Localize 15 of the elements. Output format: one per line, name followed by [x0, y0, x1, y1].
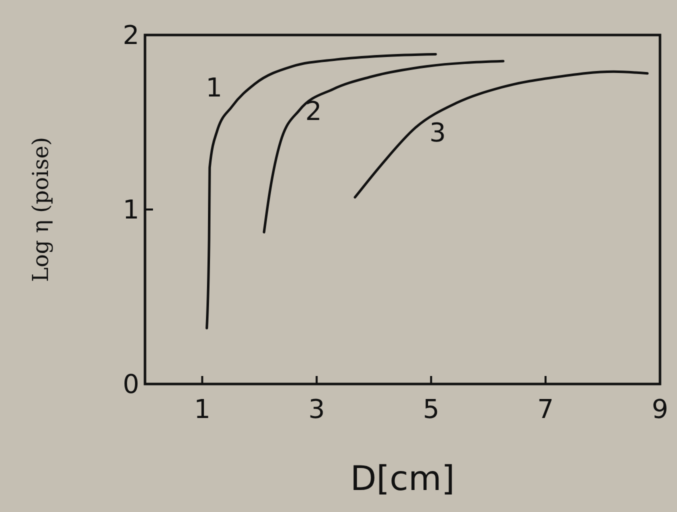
line-series [262, 60, 504, 234]
series-label: 2 [305, 97, 322, 128]
series-label: 1 [206, 74, 222, 104]
line-series [354, 70, 649, 199]
x-tick-label: 5 [422, 395, 440, 425]
x-axis-title: D[cm] [350, 459, 455, 499]
x-tick-label: 9 [652, 395, 668, 425]
y-tick-label: 1 [122, 196, 140, 226]
y-tick-label: 2 [122, 21, 140, 52]
series-label: 3 [429, 118, 446, 148]
y-axis-title: Log η (poise) [29, 137, 54, 282]
y-tick-label: 0 [122, 370, 140, 400]
x-tick-label: 3 [308, 395, 325, 425]
x-tick-label: 7 [537, 395, 554, 425]
x-tick-label: 1 [194, 395, 210, 425]
